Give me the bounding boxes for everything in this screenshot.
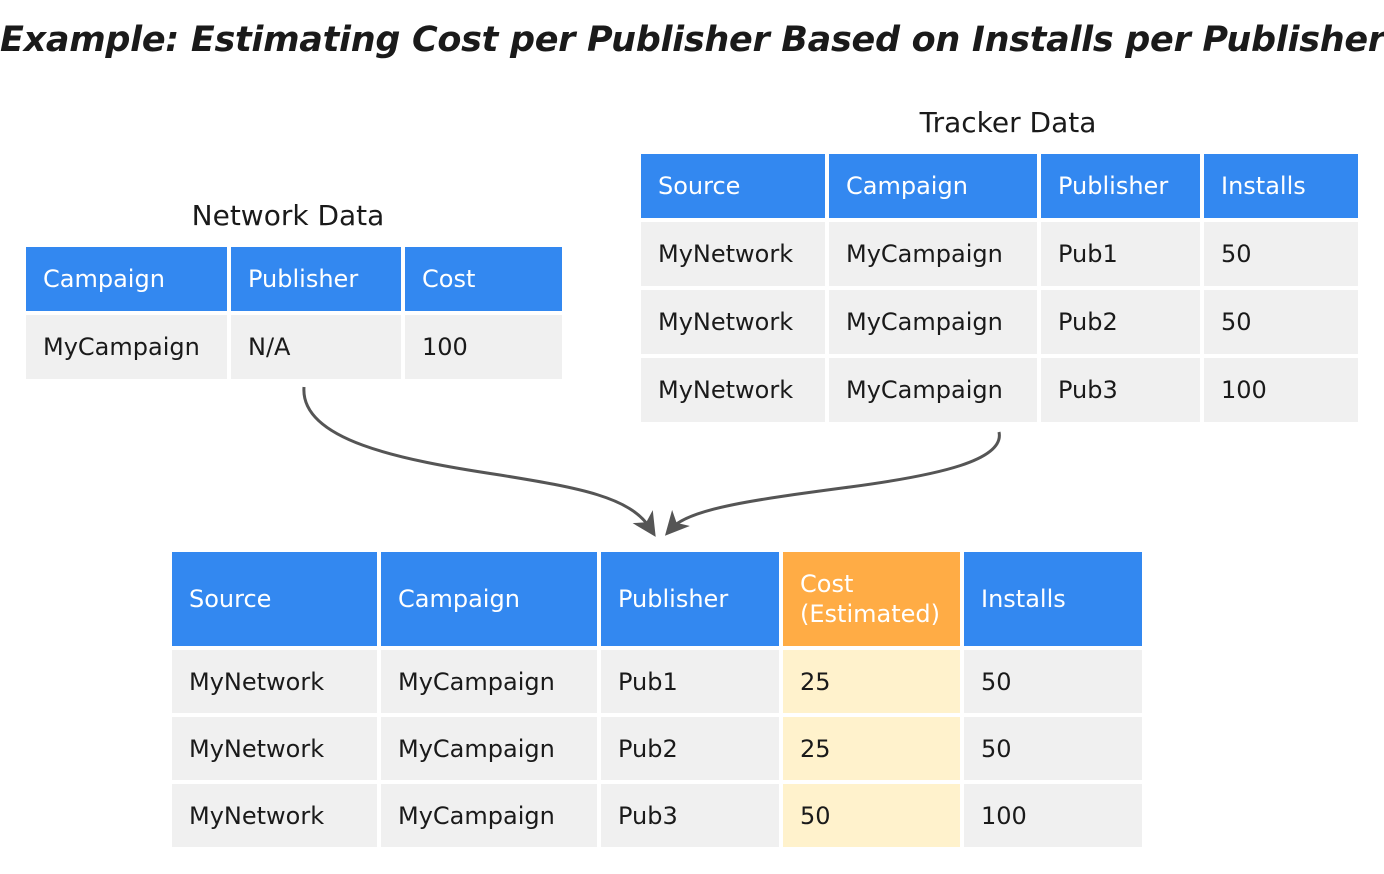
table-cell: MyCampaign <box>829 290 1037 354</box>
table-row: MyNetwork MyCampaign Pub2 50 <box>641 290 1358 354</box>
table-cell: MyNetwork <box>641 358 825 422</box>
network-to-result-arrow <box>302 386 656 537</box>
column-header: Campaign <box>26 247 227 311</box>
table-cell: MyCampaign <box>381 717 597 780</box>
table-cell: MyNetwork <box>172 650 377 713</box>
column-header-estimated: Cost (Estimated) <box>783 552 960 646</box>
table-row: MyNetwork MyCampaign Pub1 50 <box>641 222 1358 286</box>
column-header: Source <box>172 552 377 646</box>
table-cell: MyNetwork <box>172 784 377 847</box>
table-cell: MyCampaign <box>381 650 597 713</box>
column-header: Publisher <box>601 552 779 646</box>
result-table: Source Campaign Publisher Cost (Estimate… <box>168 548 1146 851</box>
network-data-table: Campaign Publisher Cost MyCampaign N/A 1… <box>22 243 566 383</box>
tracker-data-table: Source Campaign Publisher Installs MyNet… <box>637 150 1362 426</box>
table-row: MyCampaign N/A 100 <box>26 315 562 379</box>
table-row: MyNetwork MyCampaign Pub3 100 <box>641 358 1358 422</box>
table-row: MyNetwork MyCampaign Pub1 25 50 <box>172 650 1142 713</box>
column-header: Installs <box>1204 154 1358 218</box>
table-cell: 50 <box>1204 290 1358 354</box>
network-data-caption: Network Data <box>191 199 385 232</box>
table-cell: Pub2 <box>1041 290 1200 354</box>
column-header: Installs <box>964 552 1142 646</box>
table-row: MyNetwork MyCampaign Pub2 25 50 <box>172 717 1142 780</box>
column-header: Cost <box>405 247 562 311</box>
table-cell: MyNetwork <box>172 717 377 780</box>
column-header: Campaign <box>829 154 1037 218</box>
table-cell: N/A <box>231 315 401 379</box>
column-header: Publisher <box>1041 154 1200 218</box>
table-header-row: Source Campaign Publisher Installs <box>641 154 1358 218</box>
table-cell: Pub1 <box>601 650 779 713</box>
table-header-row: Source Campaign Publisher Cost (Estimate… <box>172 552 1142 646</box>
column-header: Source <box>641 154 825 218</box>
table-cell: 100 <box>964 784 1142 847</box>
column-header: Campaign <box>381 552 597 646</box>
table-cell: Pub3 <box>1041 358 1200 422</box>
estimated-cost-cell: 25 <box>783 717 960 780</box>
estimated-cost-cell: 25 <box>783 650 960 713</box>
table-cell: 50 <box>964 717 1142 780</box>
tracker-to-result-arrow <box>664 431 1001 536</box>
table-cell: 50 <box>964 650 1142 713</box>
column-header: Publisher <box>231 247 401 311</box>
table-cell: MyCampaign <box>381 784 597 847</box>
table-cell: MyCampaign <box>829 222 1037 286</box>
table-cell: 100 <box>405 315 562 379</box>
table-row: MyNetwork MyCampaign Pub3 50 100 <box>172 784 1142 847</box>
table-cell: 100 <box>1204 358 1358 422</box>
tracker-data-caption: Tracker Data <box>919 106 1097 139</box>
table-cell: MyNetwork <box>641 222 825 286</box>
diagram-title: Example: Estimating Cost per Publisher B… <box>0 20 1384 60</box>
table-header-row: Campaign Publisher Cost <box>26 247 562 311</box>
table-cell: Pub2 <box>601 717 779 780</box>
table-cell: MyCampaign <box>829 358 1037 422</box>
table-cell: Pub3 <box>601 784 779 847</box>
table-cell: MyCampaign <box>26 315 227 379</box>
table-cell: MyNetwork <box>641 290 825 354</box>
table-cell: Pub1 <box>1041 222 1200 286</box>
table-cell: 50 <box>1204 222 1358 286</box>
estimated-cost-cell: 50 <box>783 784 960 847</box>
